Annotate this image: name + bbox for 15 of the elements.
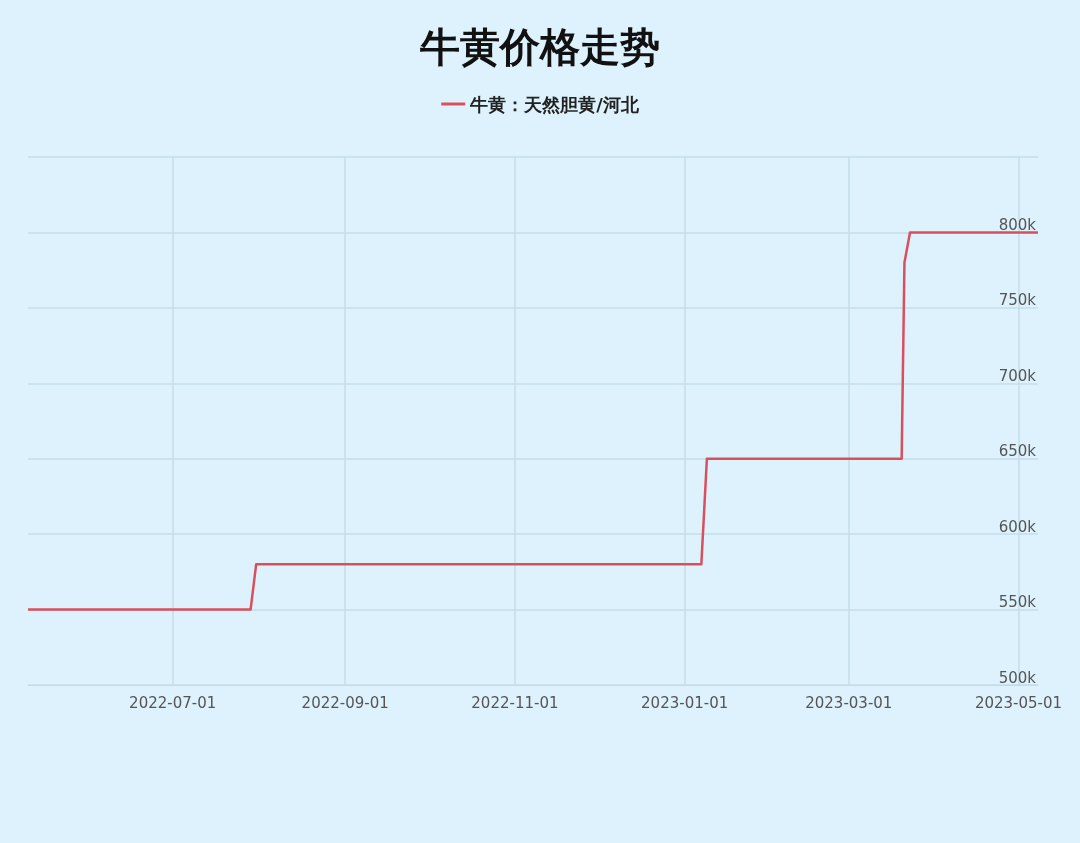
y-tick-label: 650k: [998, 442, 1037, 461]
x-tick-label: 2023-01-01: [641, 693, 729, 712]
y-tick-label: 700k: [998, 366, 1037, 385]
legend-label: 牛黄：天然胆黄/河北: [469, 93, 640, 115]
y-tick-label: 750k: [998, 291, 1037, 310]
x-tick-label: 2022-07-01: [129, 693, 217, 712]
y-tick-label: 800k: [998, 215, 1037, 234]
x-tick-label: 2023-05-01: [974, 693, 1063, 712]
x-tick-label: 2022-11-01: [471, 693, 559, 712]
y-tick-label: 600k: [998, 517, 1037, 536]
y-tick-label: 550k: [998, 593, 1037, 612]
y-tick-label: 500k: [998, 668, 1037, 687]
x-tick-label: 2023-03-01: [805, 693, 893, 712]
chart-title: 牛黄价格走势: [419, 24, 660, 70]
x-tick-label: 2022-09-01: [301, 693, 389, 712]
